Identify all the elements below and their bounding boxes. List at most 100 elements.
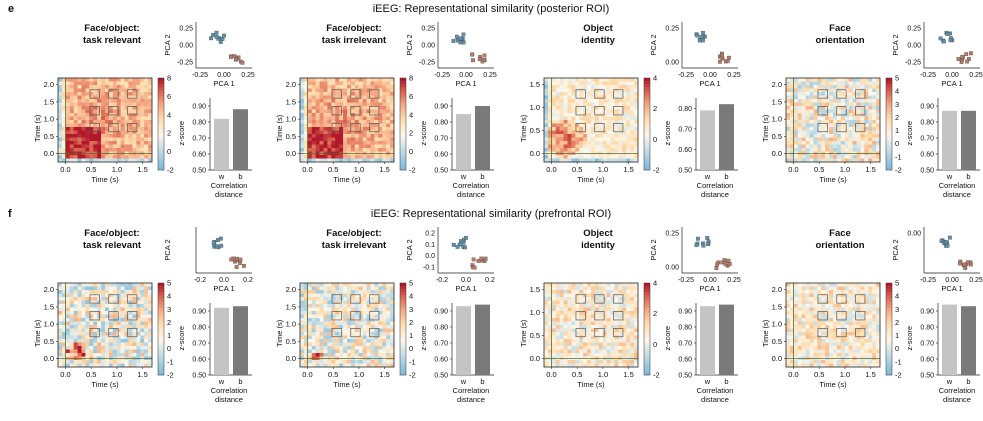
heat-cell: [386, 346, 391, 350]
heat-cell: [551, 290, 557, 294]
pca-point: [701, 31, 705, 35]
heat-cell: [124, 127, 129, 131]
heat-cell: [634, 88, 639, 93]
heat-cell: [390, 155, 395, 159]
heat-cell: [136, 297, 141, 301]
heat-cell: [872, 134, 877, 138]
heat-cell: [547, 148, 553, 152]
heat-cell: [105, 349, 110, 354]
heat-cell: [563, 335, 568, 340]
heat-cell: [551, 127, 557, 131]
heat-cell: [350, 141, 356, 145]
heat-cell: [852, 144, 857, 149]
heat-cell: [307, 318, 313, 322]
heat-cell: [323, 137, 328, 142]
heat-cell: [148, 363, 153, 368]
heat-cell: [112, 321, 118, 326]
heat-cell: [108, 141, 114, 145]
heat-cell: [300, 360, 305, 364]
heat-cell: [555, 293, 560, 298]
heat-cell: [618, 123, 623, 128]
heat-cell: [319, 116, 324, 121]
heat-cell: [575, 314, 580, 319]
heat-cell: [73, 109, 78, 114]
heat-cell: [73, 286, 78, 291]
heat-cell: [801, 85, 806, 89]
heat-cell: [821, 148, 826, 152]
heat-cell: [868, 81, 873, 86]
colorbar-seg: [400, 157, 406, 162]
heat-cell: [622, 109, 627, 114]
heat-cell: [567, 99, 572, 103]
heat-cell: [630, 335, 635, 340]
heat-cell: [786, 335, 791, 340]
heat-cell: [551, 102, 557, 107]
heat-cell: [65, 148, 71, 152]
heat-cell: [136, 328, 141, 333]
bar-ytick: 0.70: [678, 341, 692, 348]
heat-cell: [374, 349, 379, 354]
colorbar-seg: [158, 160, 164, 165]
heat-cell: [327, 300, 332, 305]
heat-cell: [93, 127, 98, 131]
heat-cell: [809, 85, 814, 89]
heat-cell: [864, 88, 869, 93]
heat-cell: [144, 328, 149, 333]
heat-cell: [583, 363, 588, 368]
heat-cell: [793, 304, 799, 308]
heat-cell: [868, 123, 873, 128]
colorbar-seg: [644, 298, 650, 302]
heat-cell: [876, 85, 881, 89]
colorbar-seg: [400, 362, 406, 367]
heat-cell: [85, 106, 90, 110]
heat-cell: [128, 314, 133, 319]
heat-cell: [350, 78, 356, 82]
heat-cell: [65, 325, 71, 329]
heat-cell: [634, 283, 639, 287]
heat-cell: [382, 95, 387, 100]
heat-cell: [598, 95, 604, 100]
colorbar-seg: [886, 81, 892, 85]
colorbar-seg: [400, 90, 406, 94]
heat-cell: [856, 106, 861, 110]
heat-cell: [551, 106, 557, 110]
stimulus-box: [331, 311, 342, 321]
heat-cell: [323, 304, 328, 308]
heat-cell: [358, 141, 363, 145]
pca-xtick: 0.25: [727, 277, 741, 284]
heat-cell: [65, 314, 71, 319]
heat-cell: [801, 134, 806, 138]
heat-cell: [833, 123, 838, 128]
bar-chart: 0.900.800.700.600.50w bCorrelationdistanc…: [678, 303, 738, 404]
heat-cell: [551, 353, 557, 357]
heat-cell: [567, 134, 572, 138]
heat-xtick: 1.5: [137, 165, 147, 174]
heat-cell: [116, 123, 121, 128]
heat-cell: [374, 328, 379, 333]
heat-cell: [626, 342, 631, 347]
heat-cell: [354, 335, 360, 340]
heat-cell: [97, 158, 102, 163]
heat-cell: [390, 293, 395, 298]
heat-cell: [300, 123, 305, 128]
heat-cell: [602, 106, 607, 110]
heat-cell: [339, 81, 344, 86]
heat-cell: [872, 113, 877, 117]
heat-cell: [303, 328, 309, 333]
heat-cell: [571, 335, 576, 340]
pca-ytick: 0.25: [421, 26, 435, 33]
heat-cell: [319, 349, 324, 354]
heat-cell: [335, 297, 340, 301]
heat-cell: [789, 148, 795, 152]
heat-cell: [69, 113, 74, 117]
heat-cell: [634, 148, 639, 152]
heat-cell: [848, 106, 853, 110]
heat-cell: [144, 360, 149, 364]
heat-cell: [809, 123, 814, 128]
heat-cell: [65, 137, 71, 142]
heat-cell: [833, 148, 838, 152]
heat-cell: [829, 116, 834, 121]
heat-cell: [801, 137, 806, 142]
